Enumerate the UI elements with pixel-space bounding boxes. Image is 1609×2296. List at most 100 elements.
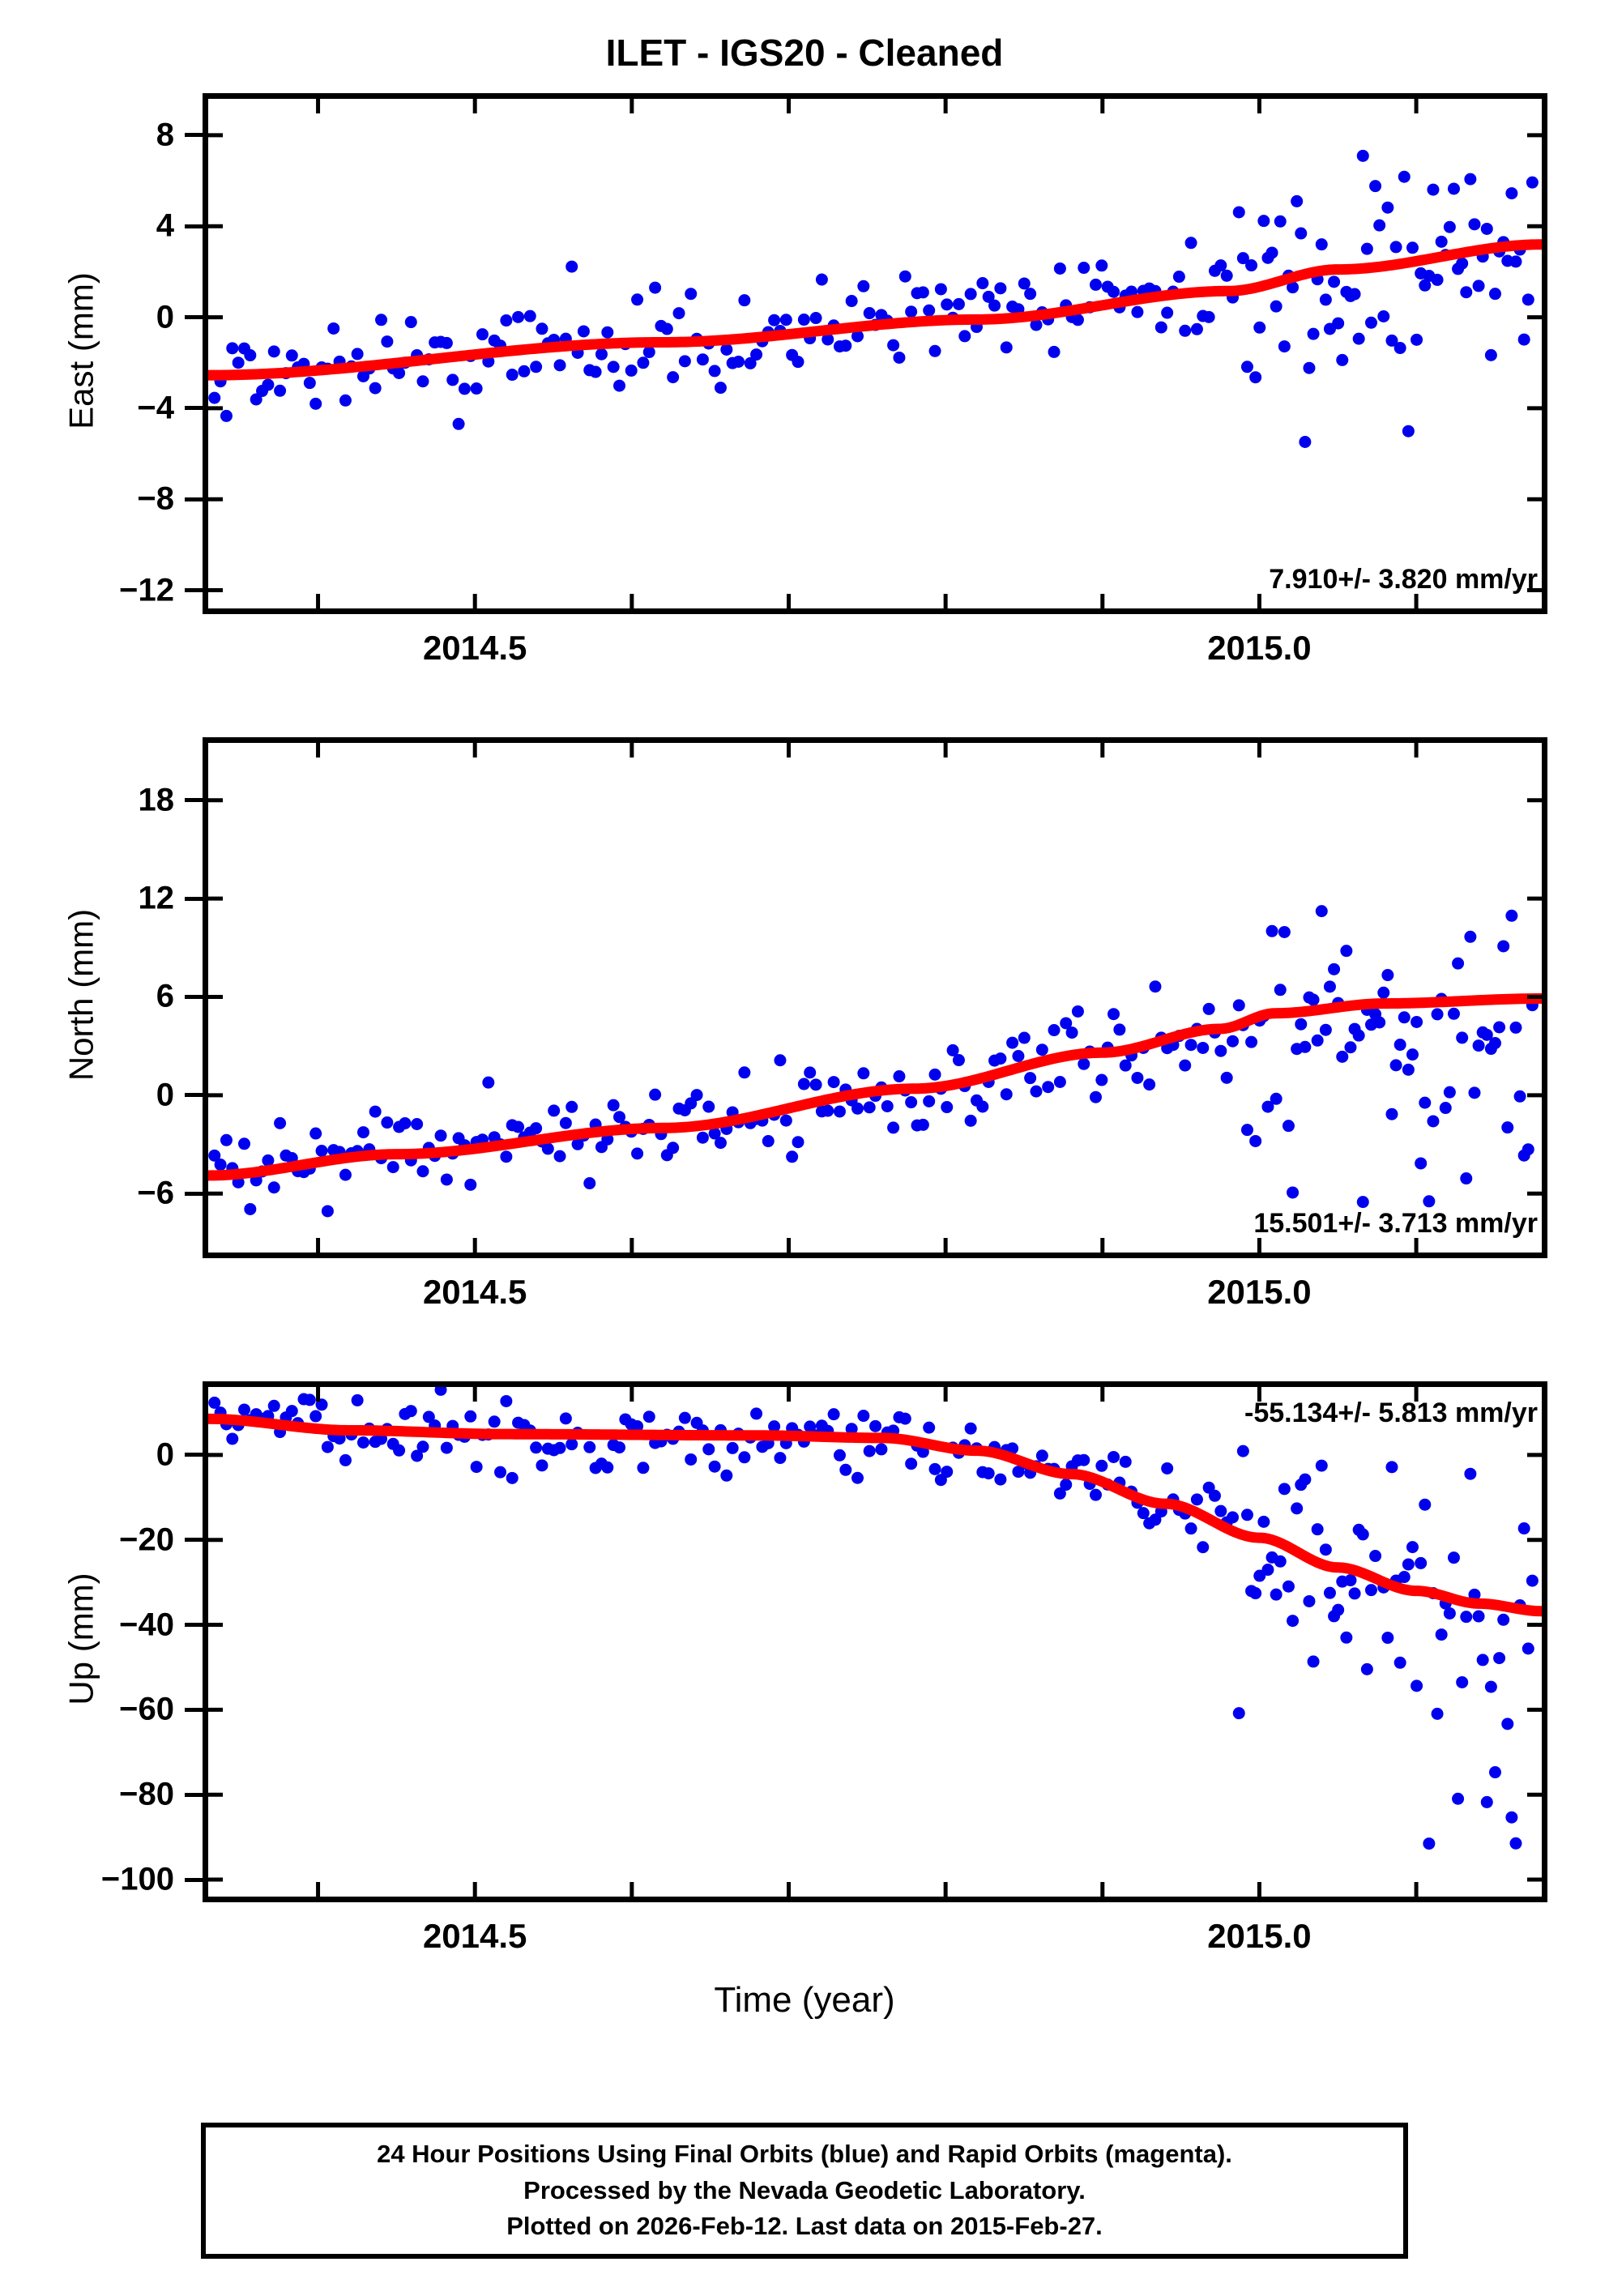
data-point (1356, 1528, 1369, 1541)
data-point (1364, 316, 1377, 329)
data-point (1095, 259, 1108, 272)
data-point (1240, 1509, 1253, 1521)
data-point (411, 1118, 424, 1130)
data-point (1065, 1026, 1078, 1039)
data-point (601, 1461, 614, 1474)
data-point (1024, 1072, 1037, 1085)
data-point (536, 322, 548, 335)
data-point (1480, 222, 1493, 235)
data-point (1402, 425, 1415, 437)
data-point (1311, 1523, 1324, 1536)
data-point (470, 1461, 483, 1474)
data-point (637, 356, 650, 369)
data-point (702, 1443, 715, 1456)
data-point (500, 1150, 513, 1163)
data-point (797, 1078, 810, 1090)
data-point (1227, 1035, 1240, 1048)
x-tick-label: 2014.5 (422, 629, 527, 667)
data-point (667, 371, 680, 384)
y-tick-label: −20 (119, 1521, 174, 1558)
data-point (536, 1459, 548, 1472)
data-point (339, 1168, 352, 1181)
data-point (833, 1105, 846, 1118)
data-point (267, 1399, 280, 1412)
data-point (762, 1135, 775, 1148)
data-point (500, 314, 513, 327)
data-point (994, 1473, 1007, 1486)
data-point (607, 361, 620, 373)
data-point (464, 1410, 477, 1423)
data-point (685, 1453, 698, 1466)
data-point (660, 322, 673, 335)
data-point (327, 322, 340, 335)
data-point (1249, 1587, 1262, 1600)
data-point (1423, 1837, 1436, 1850)
data-point (1257, 1515, 1270, 1528)
data-point (232, 356, 245, 369)
data-point (863, 1445, 876, 1457)
data-point (404, 316, 417, 329)
data-point (779, 314, 792, 326)
data-point (1315, 238, 1328, 251)
y-tick-label: −6 (137, 1175, 174, 1211)
data-point (1261, 1100, 1274, 1113)
data-point (905, 1457, 918, 1470)
data-point (583, 1440, 596, 1453)
data-point (1053, 262, 1066, 275)
data-point (964, 1114, 977, 1127)
data-point (863, 1101, 876, 1114)
data-point (1377, 986, 1390, 999)
data-point (1137, 1507, 1150, 1520)
data-point (887, 339, 900, 352)
data-point (1089, 278, 1102, 291)
data-point (237, 1403, 250, 1416)
data-point (923, 304, 936, 317)
data-point (518, 365, 531, 378)
y-tick-label: −12 (119, 572, 174, 608)
data-point (1472, 280, 1485, 292)
data-point (321, 1440, 334, 1453)
data-point (482, 1076, 495, 1089)
data-point (768, 1420, 781, 1433)
data-point (1323, 980, 1336, 993)
y-tick-label: −40 (119, 1607, 174, 1643)
data-point (916, 1118, 929, 1131)
data-point (1336, 353, 1349, 366)
data-point (1427, 183, 1440, 196)
data-point (1419, 1096, 1432, 1109)
rate-annotation-north: 15.501+/- 3.713 mm/yr (1253, 1208, 1538, 1239)
data-point (625, 364, 638, 377)
data-point (1435, 1628, 1448, 1641)
data-point (1439, 1102, 1452, 1115)
data-point (1456, 1675, 1469, 1688)
data-point (1227, 1511, 1240, 1524)
data-point (893, 1070, 906, 1083)
data-point (952, 297, 965, 310)
data-point (1307, 1655, 1320, 1668)
data-point (1048, 345, 1061, 358)
data-point (601, 326, 614, 339)
data-point (774, 1054, 787, 1067)
data-point (1381, 1632, 1394, 1645)
data-point (649, 1088, 662, 1101)
data-point (1319, 1023, 1332, 1036)
data-point (399, 1116, 412, 1129)
data-point (1030, 1085, 1043, 1098)
data-point (1299, 436, 1312, 448)
data-point (1232, 1707, 1245, 1720)
data-point (941, 1101, 954, 1114)
data-point (672, 307, 685, 320)
data-point (1505, 187, 1518, 200)
data-point (714, 382, 727, 395)
data-point (309, 1410, 322, 1423)
data-point (613, 379, 626, 392)
data-point (857, 1067, 870, 1080)
data-point (386, 1161, 399, 1174)
data-point (244, 349, 257, 362)
data-point (1497, 1613, 1510, 1626)
data-point (1119, 1455, 1132, 1468)
data-point (512, 310, 525, 323)
data-point (1202, 1002, 1215, 1015)
data-point (208, 1396, 221, 1409)
